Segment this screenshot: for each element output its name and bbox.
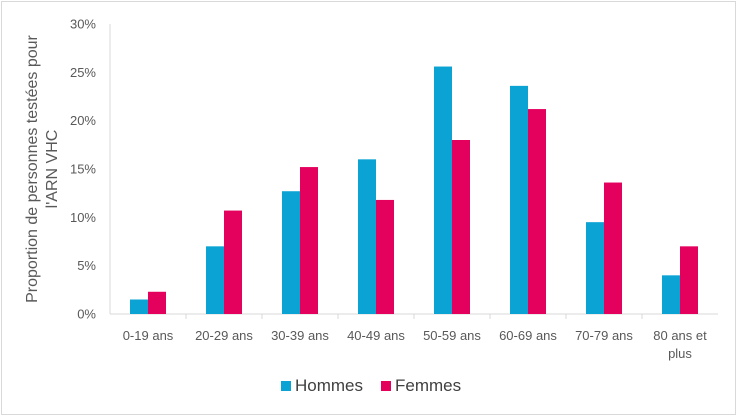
x-tick-label: 40-49 ans [347,328,405,343]
y-tick-label: 20% [70,113,96,128]
x-tick-label: 50-59 ans [423,328,481,343]
x-tick-label: 0-19 ans [123,328,174,343]
bar-femmes [528,109,546,314]
bar-femmes [680,246,698,314]
legend-swatch-femmes [381,381,391,391]
y-axis-label: Proportion de personnes testées pour l'A… [24,34,61,302]
x-tick-label: 80 ans et [653,328,707,343]
x-tick-label: plus [668,346,692,361]
bar-hommes [358,159,376,314]
legend-label-femmes: Femmes [395,376,461,395]
bar-femmes [300,167,318,314]
y-axis-label-line-2: l'ARN VHC [44,130,61,209]
y-tick-label: 5% [77,258,96,273]
x-tick-label: 70-79 ans [575,328,633,343]
bar-hommes [510,85,528,314]
x-axis-ticks: 0-19 ans 20-29 ans 30-39 ans 40-49 ans 50-59… [123,328,707,361]
y-tick-label: 10% [70,210,96,225]
y-tick-label: 25% [70,65,96,80]
bar-hommes [434,66,452,315]
bar-femmes [148,291,166,314]
bar-hommes [662,275,680,314]
bar-hommes [586,222,604,314]
bar-femmes [604,182,622,314]
bar-hommes [130,299,148,314]
bar-hommes [282,191,300,314]
bar-femmes [376,199,394,314]
y-axis-label-line-1: Proportion de personnes testées pour [24,34,41,302]
legend: Hommes Femmes [281,376,461,395]
y-axis-ticks: 0% 5% 10% 15% 20% 25% 30% [70,17,96,322]
bars [130,66,698,315]
x-tick-label: 60-69 ans [499,328,557,343]
bar-femmes [224,210,242,314]
legend-swatch-hommes [281,381,291,391]
bar-femmes [452,140,470,314]
x-tick-label: 30-39 ans [271,328,329,343]
y-tick-label: 30% [70,17,96,32]
y-tick-label: 15% [70,162,96,177]
y-tick-label: 0% [77,307,96,322]
x-tick-label: 20-29 ans [195,328,253,343]
legend-label-hommes: Hommes [295,376,363,395]
bar-hommes [206,246,224,314]
axes [109,24,718,319]
